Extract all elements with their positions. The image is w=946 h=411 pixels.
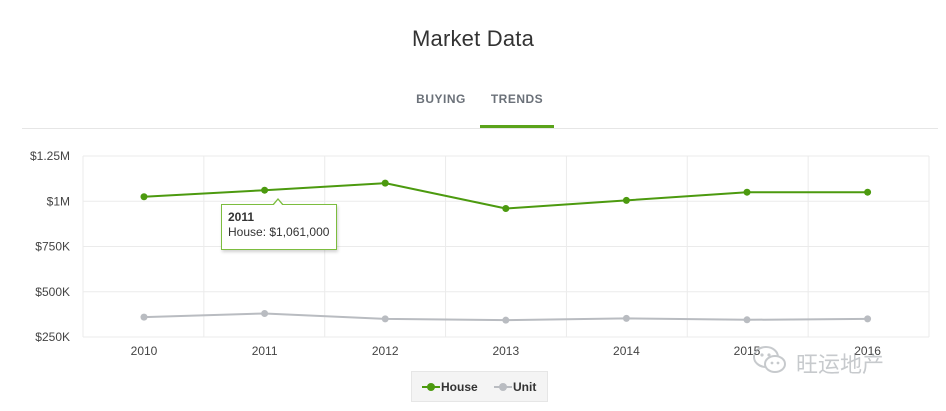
data-point-house[interactable]	[743, 188, 751, 196]
x-tick-label: 2014	[613, 344, 640, 358]
page-title: Market Data	[411, 26, 535, 51]
horizontal-gridlines	[83, 155, 929, 338]
data-point-house[interactable]	[381, 179, 389, 187]
tooltip-caret-fill	[273, 200, 283, 206]
x-axis-labels: 2010 2011 2012 2013 2014 2015 2016	[131, 344, 882, 358]
data-point-unit[interactable]	[261, 309, 269, 317]
y-tick-label: $1.25M	[30, 149, 70, 163]
chart-tooltip: 2011 House: $1,061,000	[221, 198, 337, 250]
x-tick-label: 2011	[252, 344, 278, 358]
series-points	[140, 179, 872, 324]
data-point-house[interactable]	[864, 188, 872, 196]
x-tick-label: 2016	[854, 344, 881, 358]
watermark: 旺运地产	[752, 340, 942, 380]
data-point-unit[interactable]	[140, 313, 148, 321]
y-tick-label: $500K	[35, 285, 70, 299]
data-point-unit[interactable]	[743, 316, 751, 324]
tab-buying[interactable]: BUYING	[416, 92, 466, 106]
data-point-house[interactable]	[502, 204, 510, 212]
x-tick-label: 2013	[492, 344, 519, 358]
legend-label-house: House	[441, 380, 478, 394]
watermark-text: 旺运地产	[796, 353, 885, 378]
y-tick-label: $750K	[35, 240, 70, 254]
tooltip-year: 2011	[228, 210, 255, 224]
data-point-unit[interactable]	[622, 314, 630, 322]
data-point-house[interactable]	[622, 196, 630, 204]
tab-divider	[22, 128, 938, 129]
tooltip-value: House: $1,061,000	[228, 225, 330, 239]
wechat-icon	[753, 346, 786, 373]
data-point-unit[interactable]	[864, 315, 872, 323]
data-point-unit[interactable]	[381, 315, 389, 323]
tab-trends[interactable]: TRENDS	[490, 92, 544, 106]
data-point-house[interactable]	[140, 193, 148, 201]
x-tick-label: 2012	[372, 344, 399, 358]
data-point-house[interactable]	[261, 186, 269, 194]
chart-legend: House Unit	[411, 371, 548, 402]
y-tick-label: $1M	[47, 194, 70, 208]
data-point-unit[interactable]	[502, 316, 510, 324]
y-axis-labels: $250K $500K $750K $1M $1.25M	[30, 149, 70, 344]
active-tab-indicator	[480, 125, 554, 128]
y-tick-label: $250K	[35, 330, 70, 344]
line-dot-icon	[422, 383, 440, 391]
line-dot-icon	[494, 383, 512, 391]
x-tick-label: 2010	[131, 344, 158, 358]
legend-label-unit: Unit	[513, 380, 537, 394]
tab-bar: BUYING TRENDS	[0, 92, 946, 128]
